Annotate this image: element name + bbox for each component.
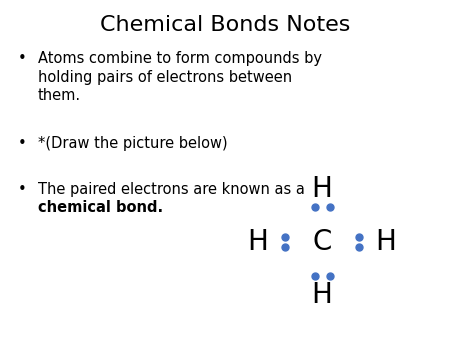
Text: •: • bbox=[18, 136, 27, 151]
Text: •: • bbox=[18, 182, 27, 197]
Text: *(Draw the picture below): *(Draw the picture below) bbox=[37, 136, 227, 151]
Text: holding pairs of electrons between: holding pairs of electrons between bbox=[37, 70, 292, 84]
Text: chemical bond.: chemical bond. bbox=[37, 200, 163, 215]
Text: The paired electrons are known as a: The paired electrons are known as a bbox=[37, 182, 305, 197]
Text: •: • bbox=[18, 51, 27, 66]
Text: Atoms combine to form compounds by: Atoms combine to form compounds by bbox=[37, 51, 322, 66]
Text: them.: them. bbox=[37, 88, 81, 103]
Text: H: H bbox=[376, 228, 396, 256]
Text: Chemical Bonds Notes: Chemical Bonds Notes bbox=[100, 15, 350, 35]
Text: H: H bbox=[248, 228, 269, 256]
Text: H: H bbox=[311, 281, 333, 309]
Text: H: H bbox=[311, 175, 333, 203]
Text: C: C bbox=[312, 228, 332, 256]
